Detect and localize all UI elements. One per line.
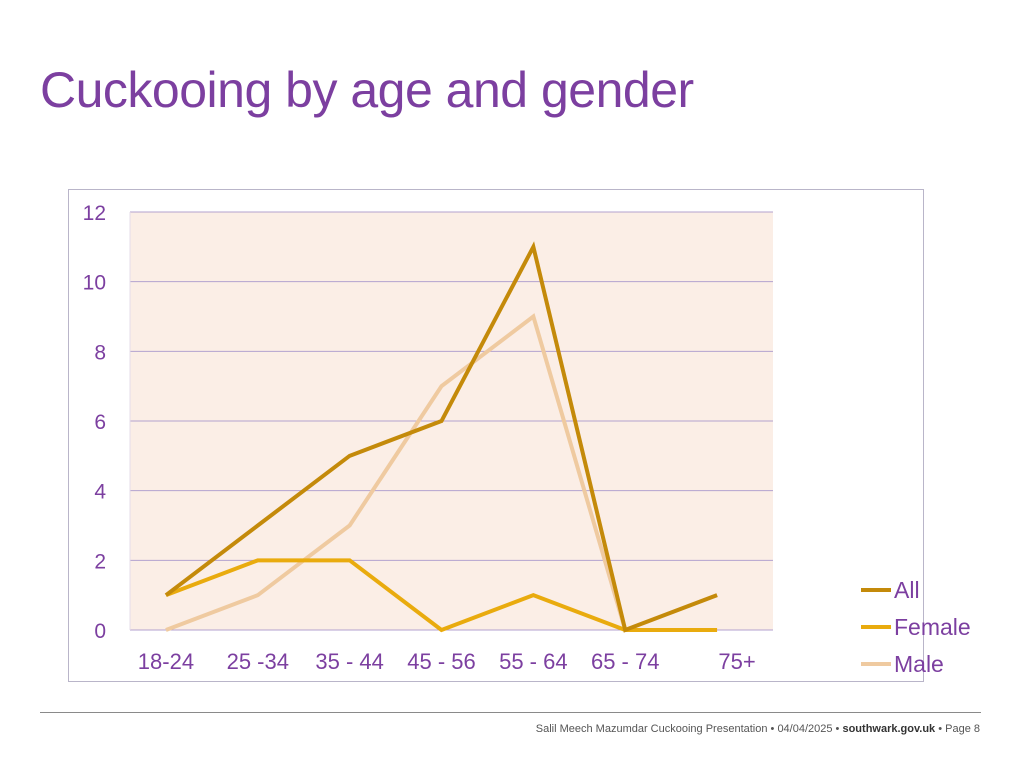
footer-divider — [40, 712, 981, 713]
legend-item-male: Male — [861, 649, 986, 686]
slide-footer: Salil Meech Mazumdar Cuckooing Presentat… — [536, 723, 980, 735]
x-tick-label-6: 75+ — [718, 649, 755, 674]
x-tick-label-3: 45 - 56 — [407, 649, 476, 674]
y-tick-label-6: 6 — [94, 411, 106, 434]
footer-domain: southwark.gov.uk — [842, 723, 936, 735]
slide-title: Cuckooing by age and gender — [40, 62, 694, 118]
footer-page: • Page 8 — [935, 723, 980, 735]
line-chart: 0 2 4 6 8 10 12 18-24 25 -34 35 - 44 45 - 56 55 - 6… — [83, 202, 773, 674]
legend-swatch — [861, 588, 891, 592]
footer-text: Salil Meech Mazumdar Cuckooing Presentat… — [535, 723, 843, 735]
y-tick-label-10: 10 — [83, 272, 106, 295]
chart-legend: All Female Male — [861, 575, 986, 686]
series-line-all — [164, 241, 718, 633]
x-tick-label-2: 35 - 44 — [315, 649, 384, 674]
legend-swatch — [861, 625, 891, 629]
y-tick-label-0: 0 — [94, 620, 106, 643]
legend-label: Male — [894, 651, 944, 677]
y-tick-label-8: 8 — [94, 341, 106, 364]
x-tick-label-1: 25 -34 — [227, 649, 289, 674]
legend-swatch — [861, 662, 891, 666]
legend-label: All — [894, 577, 920, 603]
legend-item-female: Female — [861, 612, 986, 649]
x-tick-label-4: 55 - 64 — [499, 649, 568, 674]
y-tick-label-4: 4 — [94, 481, 106, 504]
x-tick-label-5: 65 - 74 — [591, 649, 660, 674]
x-tick-label-0: 18-24 — [138, 649, 194, 674]
chart-frame: 0 2 4 6 8 10 12 18-24 25 -34 35 - 44 45 - 56 55 - 6… — [68, 189, 971, 682]
y-tick-label-12: 12 — [83, 202, 106, 225]
y-tick-label-2: 2 — [94, 550, 106, 573]
legend-item-all: All — [861, 575, 986, 612]
legend-label: Female — [894, 614, 971, 640]
